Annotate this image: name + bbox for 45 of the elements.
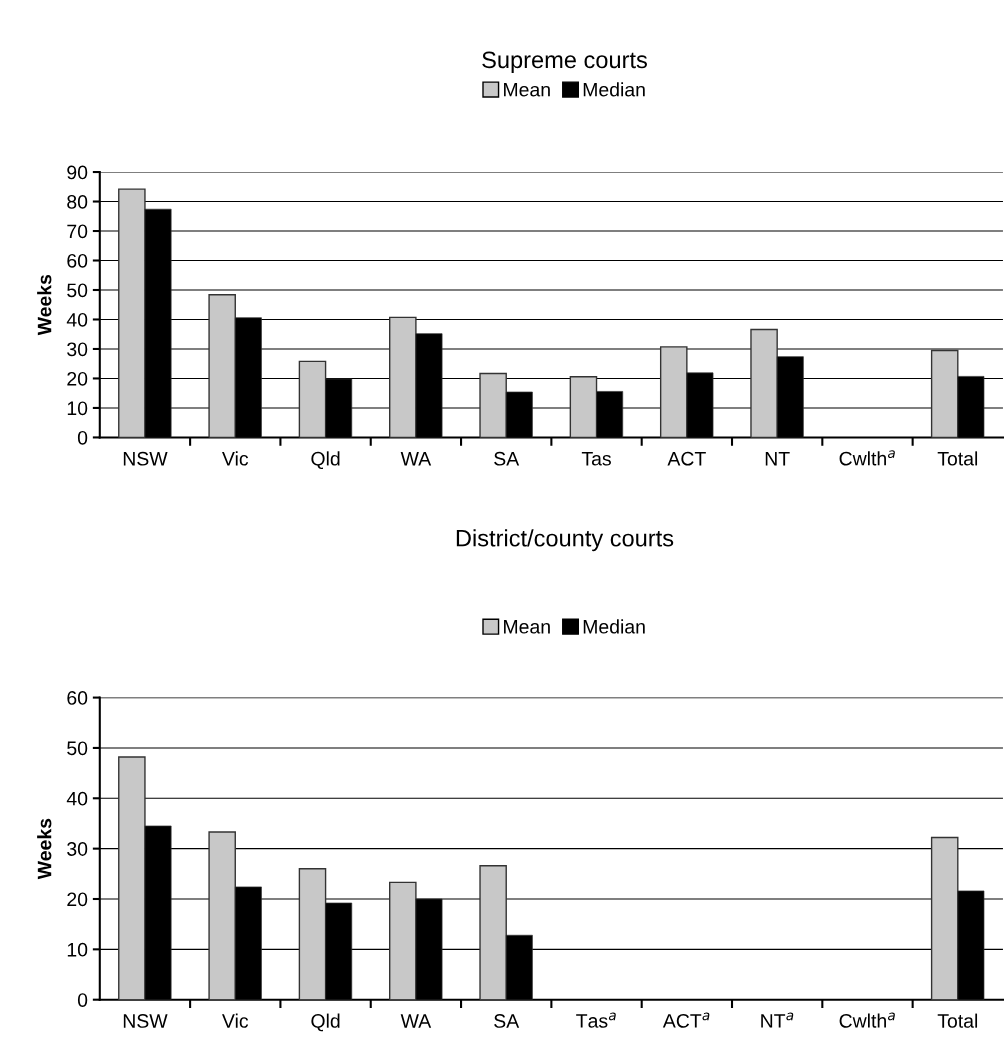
y-tick-label: 0 — [77, 993, 88, 1007]
y-tick-label: 60 — [67, 253, 88, 268]
y-tick-label: 50 — [67, 741, 88, 756]
y-axis-title: Weeks — [37, 818, 52, 880]
y-tick-label: 0 — [77, 430, 88, 445]
x-tick-label: Tas$^{a}$ — [576, 1012, 616, 1028]
y-axis-title: Weeks — [37, 274, 52, 336]
x-tick-label: NSW — [123, 1014, 168, 1028]
y-tick-label: 50 — [67, 283, 88, 298]
x-tick-label: ACT$^{a}$ — [662, 1012, 710, 1028]
x-tick-label: Cwlth$^{a}$ — [839, 450, 895, 466]
legend-label: Median — [583, 82, 645, 97]
x-tick-label: Total — [937, 451, 978, 466]
x-tick-label: NT — [765, 452, 790, 466]
y-tick-label: 30 — [67, 342, 88, 357]
x-tick-label: NT$^{a}$ — [761, 1012, 794, 1028]
legend-label: Mean — [504, 620, 550, 634]
x-tick-label: SA — [494, 1014, 520, 1028]
y-tick-label: 80 — [67, 194, 88, 209]
y-tick-label: 30 — [67, 842, 88, 856]
x-tick-label: Tas — [581, 452, 611, 466]
y-tick-label: 10 — [67, 401, 88, 416]
y-tick-label: 20 — [67, 371, 88, 386]
x-tick-label: Qld — [311, 451, 340, 470]
y-tick-label: 60 — [67, 691, 88, 705]
y-tick-label: 40 — [66, 312, 88, 327]
y-tick-label: 70 — [67, 224, 88, 239]
y-tick-label: 40 — [66, 791, 88, 806]
x-tick-label: NSW — [123, 451, 168, 466]
x-tick-label: WA — [400, 452, 432, 466]
x-tick-label: Vic — [222, 1013, 249, 1028]
chart-title: District/county courts — [456, 529, 674, 552]
chart-title: Supreme courts — [482, 51, 647, 73]
x-tick-label: Vic — [222, 451, 249, 466]
x-tick-label: Qld — [311, 1013, 340, 1032]
y-tick-label: 10 — [67, 942, 88, 957]
x-tick-label: Total — [937, 1013, 978, 1028]
y-tick-label: 20 — [67, 892, 88, 907]
x-tick-label: WA — [400, 1014, 432, 1028]
legend-label: Mean — [504, 82, 550, 97]
y-tick-label: 90 — [67, 165, 88, 180]
x-tick-label: SA — [494, 451, 520, 466]
legend-label: Median — [583, 619, 645, 634]
x-tick-label: ACT — [667, 451, 706, 466]
x-tick-label: Cwlth$^{a}$ — [839, 1012, 895, 1028]
